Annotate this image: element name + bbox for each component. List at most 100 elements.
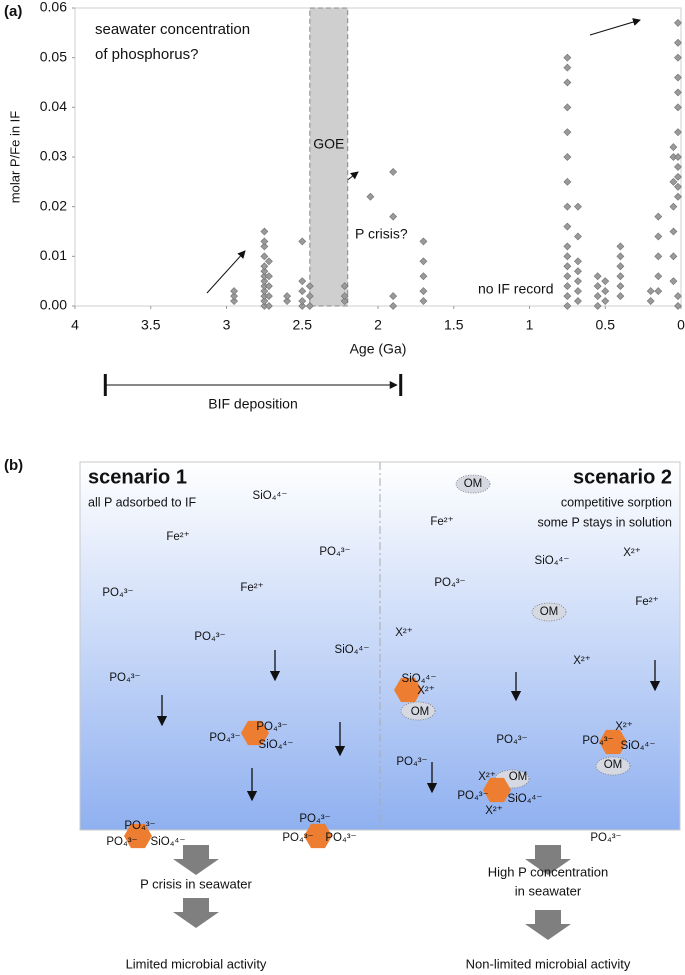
outcome: in seawater <box>515 883 582 898</box>
annotation: seawater concentration <box>95 21 250 38</box>
x-tick-label: 3.5 <box>141 317 161 333</box>
data-point <box>616 252 625 261</box>
flow-arrow <box>525 845 571 875</box>
annotation: of phosphorus? <box>95 46 198 63</box>
annotation: no IF record <box>478 281 553 297</box>
data-point <box>616 292 625 300</box>
data-point <box>563 222 572 231</box>
ion: SiO₄⁴⁻ <box>253 490 288 502</box>
iron-particle <box>241 720 269 746</box>
data-point <box>340 292 349 300</box>
data-point <box>669 252 678 261</box>
x-tick-label: 2 <box>374 317 382 333</box>
data-point <box>298 287 307 296</box>
scenario-title: scenario 2 <box>573 466 672 488</box>
scenario-subtitle: competitive sorption <box>561 495 672 509</box>
arrow <box>206 250 246 294</box>
y-tick-label: 0.03 <box>40 148 67 164</box>
outcome: P crisis in seawater <box>140 876 252 891</box>
outcome: High P concentration <box>488 864 608 879</box>
data-point <box>260 277 269 286</box>
data-point <box>674 153 682 161</box>
data-point <box>669 177 678 186</box>
data-point <box>264 292 273 300</box>
data-point <box>260 237 269 246</box>
data-point <box>305 302 314 310</box>
data-point <box>601 297 610 305</box>
ion: PO₄³⁻ <box>256 721 287 733</box>
data-point <box>563 103 572 112</box>
data-point <box>593 302 602 310</box>
data-point <box>563 53 572 62</box>
data-point <box>298 297 307 305</box>
data-point <box>654 212 663 221</box>
ion: OM <box>411 706 430 718</box>
ion: PO₄³⁻ <box>496 734 527 746</box>
data-point <box>260 252 269 261</box>
data-point <box>260 262 269 271</box>
data-point <box>654 287 663 296</box>
data-point <box>340 297 349 305</box>
data-point <box>389 167 398 176</box>
organic-matter <box>595 756 631 776</box>
data-point <box>264 272 273 281</box>
data-point <box>298 237 307 246</box>
region-label: GOE <box>313 136 344 152</box>
iron-particle <box>304 823 332 849</box>
data-point <box>264 257 273 266</box>
y-axis-title: molar P/Fe in IF <box>7 111 22 204</box>
iron-particle <box>394 677 422 703</box>
outcome: Limited microbial activity <box>126 956 267 971</box>
x-tick-label: 1 <box>526 317 534 333</box>
ion: PO₄³⁻ <box>109 672 140 684</box>
data-point <box>601 287 610 296</box>
data-point <box>674 292 682 300</box>
ion: PO₄³⁻ <box>124 820 155 832</box>
flow-arrow <box>173 845 219 875</box>
ion: OM <box>509 771 528 783</box>
data-point <box>563 292 572 300</box>
data-point <box>563 242 572 251</box>
data-point <box>674 73 682 82</box>
x-tick-label: 0 <box>677 317 685 333</box>
data-point <box>366 192 375 201</box>
ion: X²⁺ <box>615 721 633 733</box>
data-point <box>389 292 398 300</box>
goe-region <box>309 7 349 307</box>
data-point <box>419 287 428 296</box>
ion: PO₄³⁻ <box>434 577 465 589</box>
data-point <box>563 262 572 271</box>
data-point <box>563 302 572 310</box>
data-point <box>669 202 678 211</box>
data-point <box>674 172 682 181</box>
data-point <box>654 252 663 261</box>
data-point <box>563 272 572 281</box>
y-tick-label: 0.00 <box>40 297 67 313</box>
data-point <box>389 302 398 310</box>
data-point <box>646 297 655 305</box>
ion: PO₄³⁻ <box>194 631 225 643</box>
ion: PO₄³⁻ <box>457 790 488 802</box>
data-point <box>419 272 428 281</box>
ion: Fe²⁺ <box>240 582 263 594</box>
x-tick-label: 2.5 <box>293 317 313 333</box>
ion: PO₄³⁻ <box>106 836 137 848</box>
data-point <box>574 202 582 211</box>
data-point <box>563 63 572 72</box>
ion: OM <box>604 759 623 771</box>
data-point <box>654 232 663 241</box>
data-point <box>230 297 238 305</box>
data-point <box>601 277 610 286</box>
ion: SiO₄⁴⁻ <box>151 836 186 848</box>
x-tick-label: 1.5 <box>444 317 464 333</box>
data-point <box>669 227 678 236</box>
data-point <box>563 78 572 87</box>
y-tick-label: 0.06 <box>40 0 67 15</box>
y-tick-label: 0.02 <box>40 197 67 213</box>
data-point <box>264 282 273 291</box>
ion: PO₄³⁻ <box>325 832 356 844</box>
data-point <box>563 177 572 186</box>
ion: SiO₄⁴⁻ <box>335 644 370 656</box>
data-point <box>593 272 602 281</box>
